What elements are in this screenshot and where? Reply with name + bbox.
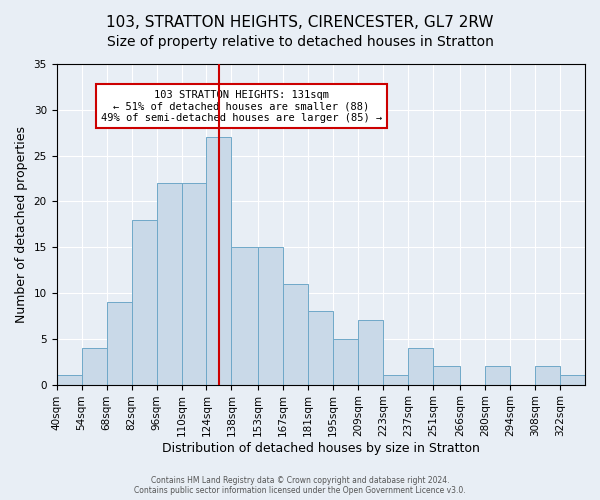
Bar	[535, 366, 560, 384]
Bar	[258, 247, 283, 384]
Bar	[560, 376, 585, 384]
Bar	[408, 348, 433, 385]
Y-axis label: Number of detached properties: Number of detached properties	[15, 126, 28, 323]
Bar	[206, 138, 232, 384]
Bar	[383, 376, 408, 384]
Bar	[107, 302, 131, 384]
Text: 103, STRATTON HEIGHTS, CIRENCESTER, GL7 2RW: 103, STRATTON HEIGHTS, CIRENCESTER, GL7 …	[106, 15, 494, 30]
Bar	[283, 284, 308, 384]
X-axis label: Distribution of detached houses by size in Stratton: Distribution of detached houses by size …	[162, 442, 480, 455]
Text: 103 STRATTON HEIGHTS: 131sqm
← 51% of detached houses are smaller (88)
49% of se: 103 STRATTON HEIGHTS: 131sqm ← 51% of de…	[101, 90, 382, 123]
Bar	[182, 183, 206, 384]
Bar	[308, 312, 333, 384]
Bar	[232, 247, 258, 384]
Bar	[333, 339, 358, 384]
Bar	[358, 320, 383, 384]
Bar	[433, 366, 460, 384]
Bar	[485, 366, 510, 384]
Bar	[131, 220, 157, 384]
Bar	[82, 348, 107, 385]
Bar	[56, 376, 82, 384]
Text: Contains HM Land Registry data © Crown copyright and database right 2024.
Contai: Contains HM Land Registry data © Crown c…	[134, 476, 466, 495]
Text: Size of property relative to detached houses in Stratton: Size of property relative to detached ho…	[107, 35, 493, 49]
Bar	[157, 183, 182, 384]
